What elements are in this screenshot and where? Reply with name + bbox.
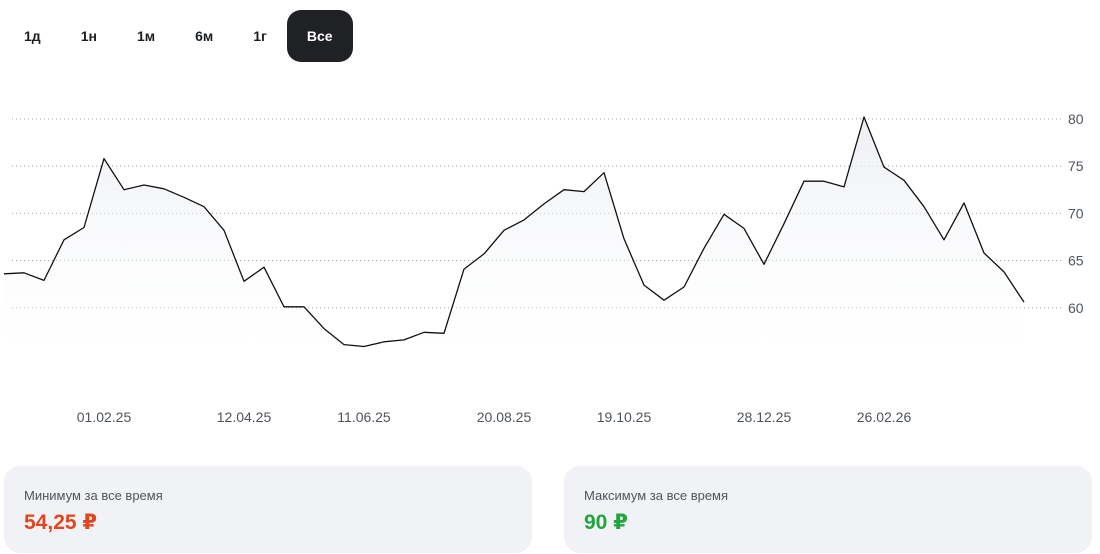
x-tick-label: 01.02.25	[77, 409, 132, 425]
y-tick-label: 70	[1068, 205, 1084, 221]
x-tick-label: 28.12.25	[737, 409, 792, 425]
series-line	[3, 116, 1025, 348]
max-price-value: 90 ₽	[584, 511, 628, 534]
period-tab-5[interactable]: Все	[286, 10, 353, 62]
x-tick-label: 11.06.25	[337, 409, 391, 425]
period-tab-0[interactable]: 1д	[4, 10, 61, 62]
period-tab-3[interactable]: 6м	[175, 10, 233, 62]
x-tick-label: 26.02.26	[857, 409, 912, 425]
min-price-card: Минимум за все время 54,25 ₽	[4, 466, 532, 553]
y-tick-label: 80	[1068, 111, 1084, 127]
max-price-card: Максимум за все время 90 ₽	[564, 466, 1092, 553]
period-tabs: 1д 1н 1м 6м 1г Все	[4, 10, 353, 62]
y-tick-label: 65	[1068, 253, 1084, 269]
x-tick-label: 20.08.25	[477, 409, 532, 425]
min-price-value: 54,25 ₽	[24, 511, 97, 534]
y-tick-label: 60	[1068, 300, 1084, 316]
period-tab-2[interactable]: 1м	[117, 10, 175, 62]
x-tick-label: 19.10.25	[597, 409, 652, 425]
max-price-label: Максимум за все время	[584, 488, 729, 503]
period-tab-1[interactable]: 1н	[61, 10, 117, 62]
min-price-label: Минимум за все время	[24, 488, 163, 503]
x-tick-label: 12.04.25	[217, 409, 272, 425]
period-tab-4[interactable]: 1г	[233, 10, 287, 62]
y-tick-label: 75	[1068, 158, 1084, 174]
price-chart-svg: 60 65 70 75 80 01.02.25 12.04.25 11.06.25 20.08.…	[3, 111, 1084, 425]
series-area	[4, 117, 1024, 355]
price-chart: 60 65 70 75 80 01.02.25 12.04.25 11.06.25 20.08.…	[0, 80, 1100, 440]
